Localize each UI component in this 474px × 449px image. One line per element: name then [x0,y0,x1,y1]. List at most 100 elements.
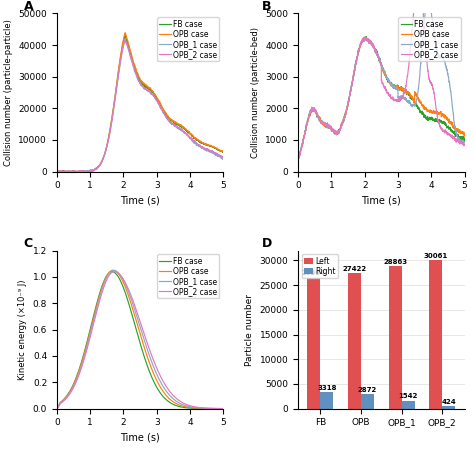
Text: C: C [24,238,33,251]
OPB case [199,140,205,145]
OPB case [122,30,128,35]
OPB_2 case [54,406,60,411]
X-axis label: Time (s): Time (s) [120,433,160,443]
FB case [364,34,369,39]
OPB case [462,133,467,139]
FB case [109,269,115,274]
Legend: Left, Right: Left, Right [302,255,338,278]
OPB_1 case [359,39,365,44]
OPB_1 case [199,145,205,151]
OPB_1 case [296,156,301,162]
OPB case [217,406,223,411]
FB case [217,406,223,411]
FB case [462,138,467,144]
FB case [125,298,131,304]
OPB_1 case [118,273,124,278]
Text: 1542: 1542 [399,393,418,400]
OPB_2 case [295,156,301,161]
FB case [314,113,320,119]
Bar [429,260,442,409]
OPB_2 case [125,44,131,50]
Line: OPB case: OPB case [298,37,465,160]
FB case [118,279,124,284]
OPB case [83,169,89,174]
OPB_2 case [324,122,330,128]
OPB_1 case [324,124,330,129]
Line: OPB_2 case: OPB_2 case [57,272,223,409]
OPB_2 case [220,154,226,160]
OPB_2 case [118,57,124,62]
OPB_2 case [83,351,89,357]
FB case [217,148,223,154]
FB case [118,53,124,59]
OPB_1 case [73,169,79,174]
FB case [458,135,464,140]
OPB case [125,39,131,44]
X-axis label: Time (s): Time (s) [362,196,401,206]
Text: 2872: 2872 [358,387,377,393]
OPB case [458,130,464,135]
OPB_2 case [73,169,79,174]
FB case [83,169,89,174]
OPB_1 case [441,56,447,62]
OPB_1 case [54,406,60,411]
OPB case [73,377,79,382]
OPB case [295,157,301,162]
OPB case [314,111,320,116]
FB case [54,406,60,411]
Line: OPB_1 case: OPB_1 case [298,2,465,159]
OPB case [359,39,365,44]
OPB_2 case [54,169,60,174]
OPB case [220,150,226,155]
OPB case [118,275,124,280]
Bar [389,266,401,409]
OPB case [54,406,60,411]
Text: 26504: 26504 [302,270,326,276]
Text: A: A [24,0,33,13]
OPB case [324,123,330,129]
OPB case [118,52,124,57]
OPB_2 case [295,156,301,162]
OPB_1 case [73,378,79,383]
OPB_1 case [83,169,89,174]
FB case [295,157,301,162]
OPB_1 case [110,268,116,273]
OPB_2 case [441,128,447,134]
X-axis label: Time (s): Time (s) [120,196,160,206]
OPB_1 case [199,405,205,411]
OPB_2 case [122,37,128,42]
FB case [73,376,79,381]
Line: OPB case: OPB case [57,270,223,409]
OPB case [73,169,79,174]
Text: 28863: 28863 [383,259,407,264]
FB case [73,169,79,174]
OPB_1 case [217,154,223,160]
Line: OPB_1 case: OPB_1 case [57,270,223,409]
FB case [83,344,89,350]
OPB case [125,291,131,297]
OPB case [366,37,372,43]
OPB_2 case [314,111,320,117]
OPB_1 case [314,112,320,118]
Line: FB case: FB case [298,36,465,159]
FB case [54,167,60,173]
OPB_2 case [366,37,372,42]
OPB_1 case [220,406,226,411]
OPB_2 case [458,140,464,145]
FB case [366,38,372,43]
OPB_2 case [220,406,226,411]
Legend: FB case, OPB case, OPB_1 case, OPB_2 case: FB case, OPB case, OPB_1 case, OPB_2 cas… [157,255,219,299]
OPB_1 case [54,169,60,174]
FB case [200,140,205,145]
Line: FB case: FB case [57,272,223,409]
OPB_1 case [295,156,301,161]
Bar [361,394,374,409]
OPB_2 case [359,38,365,44]
Y-axis label: Collision number (particle-bed): Collision number (particle-bed) [251,27,260,158]
Text: D: D [262,238,272,251]
Bar [308,277,320,409]
Y-axis label: Collision number (particle-particle): Collision number (particle-particle) [4,19,13,166]
OPB_1 case [83,348,89,354]
Line: OPB_2 case: OPB_2 case [298,0,465,159]
Bar [348,273,361,409]
